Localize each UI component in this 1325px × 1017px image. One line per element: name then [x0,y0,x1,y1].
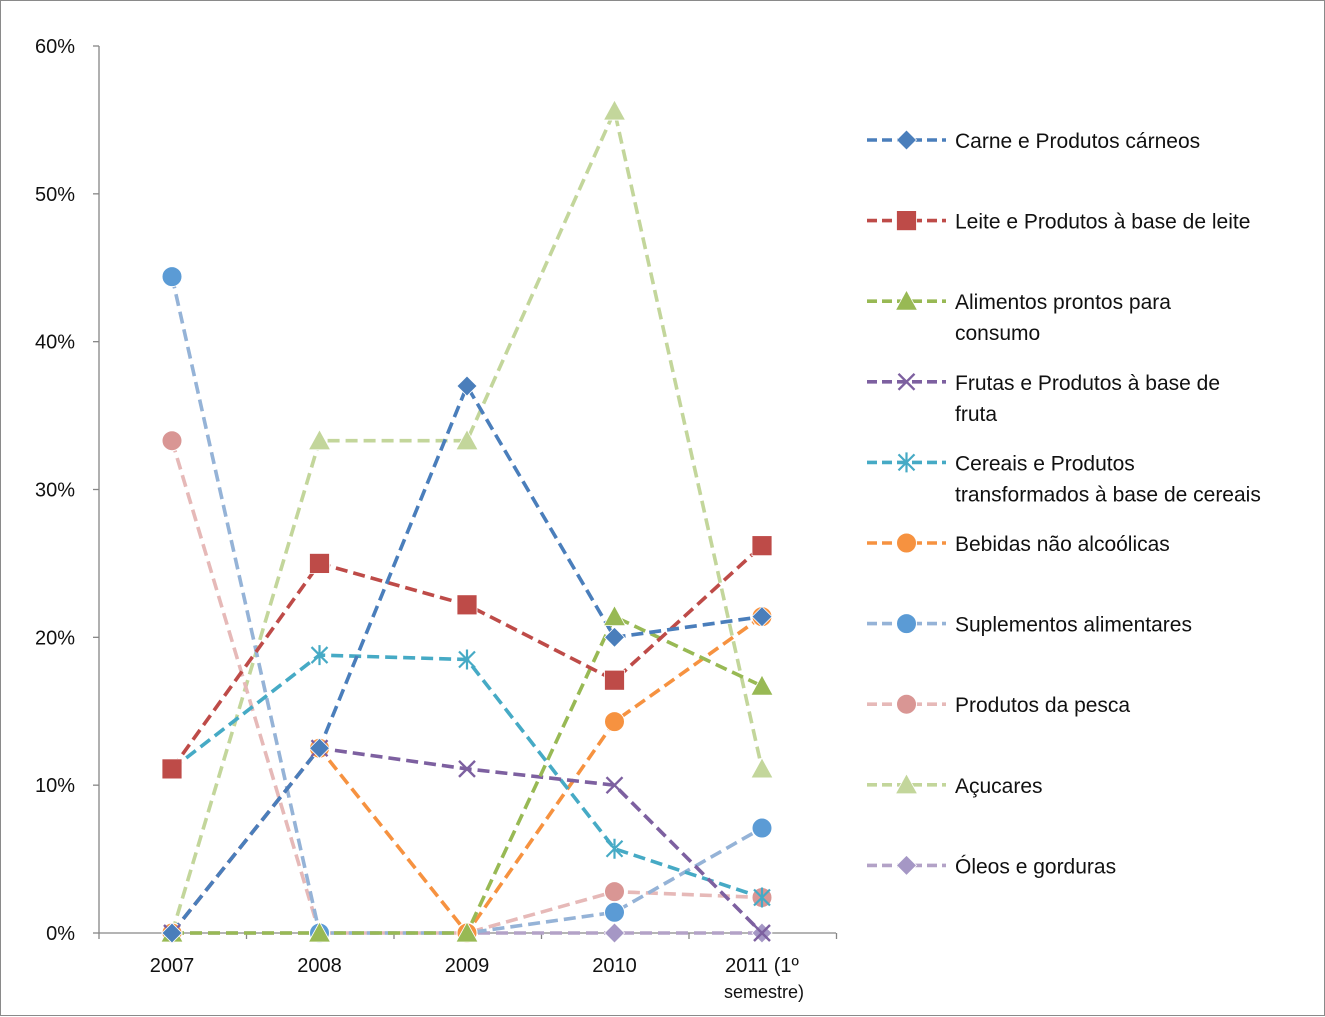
data-point [604,881,625,903]
y-tick-label: 30% [35,480,75,502]
data-point [602,99,627,121]
legend-entry: Bebidas não alcoólicas [867,532,1170,556]
legend-entry: Suplementos alimentares [867,613,1192,637]
legend-entry: Açucares [867,772,1043,798]
legend-entry: Alimentos prontos para consumo [867,289,1171,345]
legend-label: Suplementos alimentares [955,614,1192,637]
data-point [602,604,627,627]
y-tick-label: 50% [35,184,75,206]
legend-entry: Frutas e Produtos à base de fruta [867,372,1220,426]
legend-marker [897,452,916,473]
legend: Carne e Produtos cárneos Leite e Produtos… [867,129,1261,878]
data-point [308,737,331,759]
series-line [170,109,764,934]
legend-label: Produtos da pesca [955,694,1130,717]
legend-label: Óleos e gorduras [955,855,1116,878]
y-tick-label: 60% [35,36,75,58]
data-point [603,922,626,944]
legend-marker [895,854,918,876]
legend-label: Carne e Produtos cárneos [955,130,1200,153]
legend-marker [894,289,919,311]
series-line [170,440,763,935]
legend-entry: Carne e Produtos cárneos [867,129,1200,153]
legend-marker [896,613,917,635]
series-line [170,653,763,900]
data-point [456,594,478,616]
x-tick-label: 2009 [445,955,490,977]
data-point [751,535,773,557]
data-point [604,669,625,691]
legend-marker [896,210,917,232]
data-point [753,887,771,908]
legend-label: Bebidas não alcoólicas [955,533,1170,556]
data-point [455,921,479,943]
data-point [458,649,476,670]
data-point [753,924,771,942]
legend-label: Açucares [955,775,1043,798]
legend-entry: Leite e Produtos à base de leite [867,210,1250,234]
data-point [603,626,626,648]
x-tick-label: 2007 [150,955,195,977]
data-point [310,645,329,666]
legend-marker [895,129,918,151]
series-line [170,746,764,935]
data-point [161,922,183,944]
data-point [161,758,183,780]
legend-label: Alimentos prontos para consumo [955,291,1171,345]
legend-entry: Produtos da pesca [867,693,1130,717]
data-point [604,711,625,733]
data-point [750,757,774,779]
legend-entry: Cereais e Produtos transformados à base d… [867,452,1261,506]
legend-marker [896,532,917,554]
data-point [604,901,625,923]
data-point [751,606,773,628]
data-point [458,760,476,778]
data-point [751,817,773,839]
y-tick-label: 40% [35,332,75,354]
legend-label: Cereais e Produtos transformados à base d… [955,452,1261,506]
legend-marker [896,693,917,715]
data-point [307,428,332,451]
legend-label: Frutas e Produtos à base de fruta [955,372,1220,426]
legend-label: Leite e Produtos à base de leite [955,211,1250,234]
legend-marker [897,372,916,391]
y-tick-label: 20% [35,627,75,649]
data-point [307,921,332,943]
x-tick-label: 2011 (1º semestre) [724,955,804,1002]
data-point [605,838,624,859]
y-tick-label: 0% [46,923,75,945]
x-tick-label: 2008 [297,955,342,977]
data-point [161,430,183,452]
data-point [309,553,330,574]
plot-area: 0% 10% 20% 30% 40% 50% 60% 2007 2008 2009 2010 2011… [35,36,838,1002]
data-point [750,674,774,696]
x-tick-label: 2010 [592,955,637,977]
data-point [456,375,478,397]
data-point [161,266,183,288]
y-tick-label: 10% [35,775,75,797]
data-point [605,776,624,795]
data-point [455,428,479,451]
legend-entry: Óleos e gorduras [867,854,1116,878]
legend-marker [894,772,919,795]
